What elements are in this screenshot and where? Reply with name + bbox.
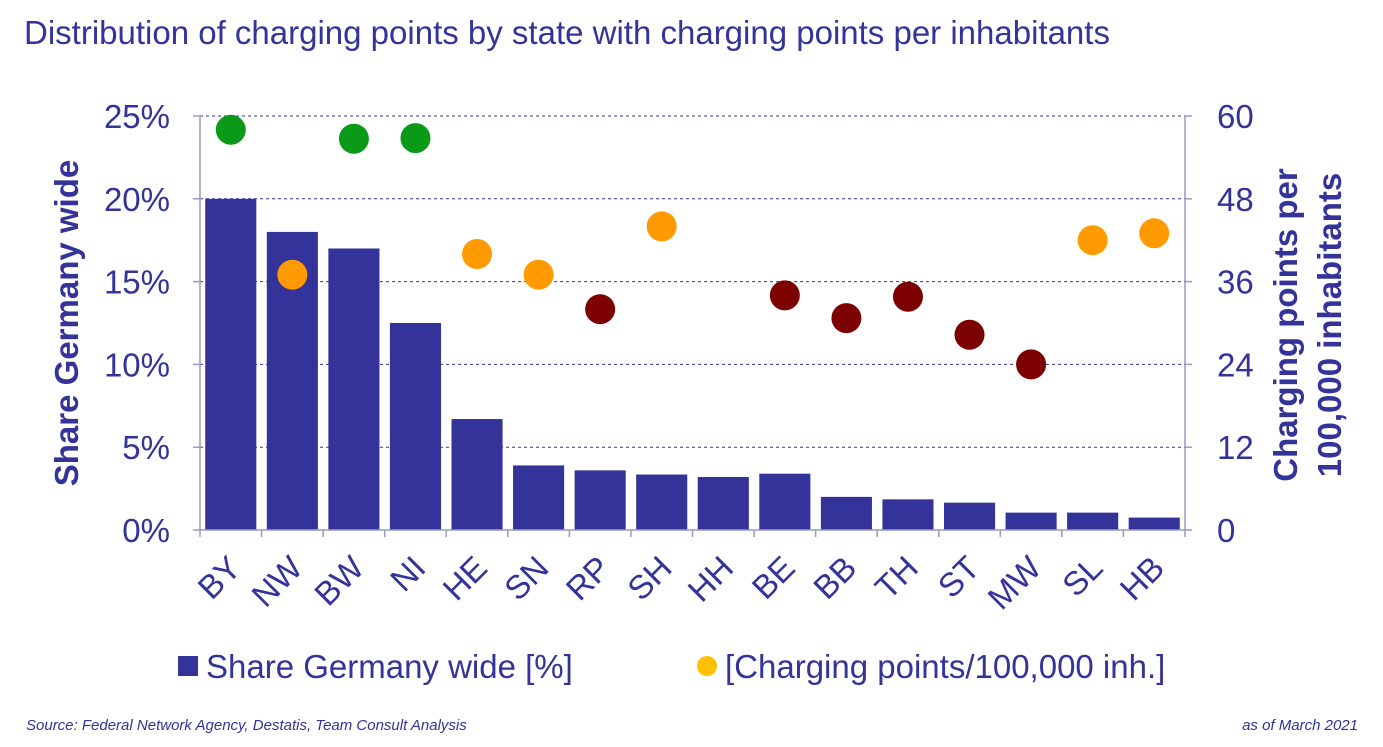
y-left-tick-label: 20% [104,181,170,218]
y-axis-right-label-line-1: Charging points per [1267,168,1304,482]
legend-item-share: Share Germany wide [%] [178,648,573,686]
y-axis-left-label: Share Germany wide [48,160,85,486]
x-tick-label: BY [190,549,247,606]
x-tick-label: TH [868,549,925,606]
bar-sn [513,465,565,530]
bar-st [943,502,996,530]
point-hb [1139,218,1170,249]
point-sl [1077,225,1108,256]
bar-rp [574,470,626,530]
bar-hb [1128,517,1180,530]
y-axis-right-label-line-2: 100,000 inhabitants [1311,173,1348,477]
point-be [769,280,800,311]
x-tick-label: SN [497,549,556,608]
legend-bar-label: Share Germany wide [%] [206,648,573,685]
y-right-tick-label: 48 [1217,181,1254,218]
bar-bb [820,496,872,530]
x-tick-label: NW [244,548,310,614]
point-bb [831,303,862,334]
y-right-tick-label: 60 [1217,98,1254,135]
x-tick-label: BB [806,549,863,606]
y-left-tick-label: 15% [104,264,170,301]
y-left-tick-label: 0% [122,512,170,549]
point-sn [523,259,554,290]
x-tick-label: ST [930,549,986,605]
bar-th [882,499,934,530]
x-tick-label: RP [559,549,618,608]
y-left-tick-label: 5% [122,429,170,466]
dot-layer [215,114,1170,380]
point-th [892,281,923,312]
x-tick-label: HE [435,549,494,608]
bar-bw [328,248,380,531]
bar-he [451,419,503,530]
point-bw [338,123,369,154]
source-note: Source: Federal Network Agency, Destatis… [26,717,467,734]
bar-be [759,473,811,530]
x-tick-label: NI [383,549,432,598]
point-he [462,239,493,269]
legend-dot-label: [Charging points/100,000 inh.] [725,648,1166,685]
bar-sh [636,474,688,530]
legend: Share Germany wide [%] [Charging points/… [0,648,1383,694]
legend-item-charging-points: [Charging points/100,000 inh.] [697,648,1165,686]
bar-sl [1067,512,1119,530]
y-left-tick-label: 25% [104,98,170,135]
x-tick-label: BW [307,548,371,612]
x-tick-label: SL [1055,549,1110,604]
point-rp [585,294,616,325]
point-nw [277,259,308,290]
bar-by [205,198,257,531]
y-left-tick-label: 10% [104,346,170,383]
bar-hh [697,477,749,530]
y-right-tick-label: 0 [1217,512,1235,549]
point-st [954,319,985,350]
x-tick-label: SH [620,549,679,608]
bar-ni [389,323,442,530]
x-tick-label: HH [680,549,740,609]
point-mw [1016,349,1047,380]
bar-mw [1005,512,1057,530]
x-tick-label: BE [744,549,801,606]
point-sh [646,211,677,242]
chart-title: Distribution of charging points by state… [24,14,1110,51]
y-right-tick-label: 24 [1217,346,1254,383]
legend-dot-swatch [697,656,717,677]
y-right-tick-label: 12 [1217,429,1254,466]
point-by [215,114,246,145]
y-right-tick-label: 36 [1217,264,1254,301]
date-note: as of March 2021 [1242,717,1358,734]
bar-layer [205,198,1180,531]
x-tick-label: MW [980,548,1048,616]
x-tick-label: HB [1113,549,1172,608]
point-ni [400,123,431,154]
legend-bar-swatch [178,656,198,677]
